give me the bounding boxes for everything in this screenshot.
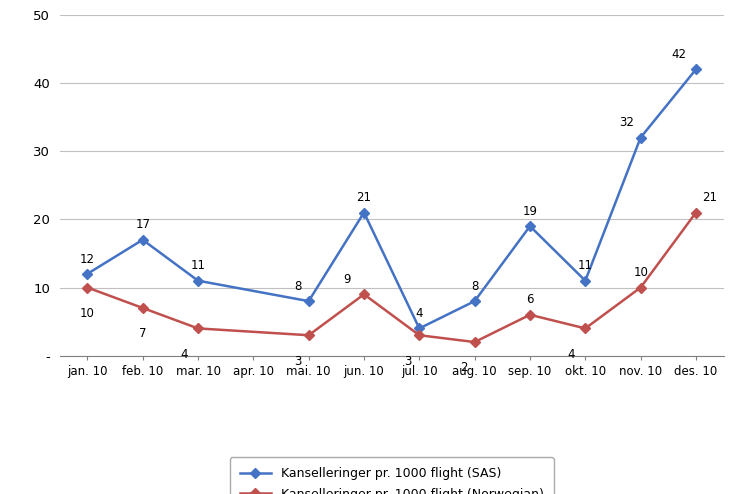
Kanselleringer pr. 1000 flight (Norwegian) bbox=[470, 339, 479, 345]
Text: 10: 10 bbox=[633, 266, 648, 279]
Legend: Kanselleringer pr. 1000 flight (SAS), Kanselleringer pr. 1000 flight (Norwegian): Kanselleringer pr. 1000 flight (SAS), Ka… bbox=[230, 457, 554, 494]
Text: 17: 17 bbox=[135, 218, 150, 232]
Kanselleringer pr. 1000 flight (SAS) bbox=[636, 134, 645, 140]
Text: 11: 11 bbox=[578, 259, 593, 272]
Kanselleringer pr. 1000 flight (Norwegian) bbox=[193, 326, 202, 331]
Kanselleringer pr. 1000 flight (Norwegian) bbox=[525, 312, 534, 318]
Text: 7: 7 bbox=[139, 328, 146, 340]
Kanselleringer pr. 1000 flight (Norwegian) bbox=[636, 285, 645, 290]
Text: 42: 42 bbox=[672, 48, 687, 61]
Text: 32: 32 bbox=[619, 116, 634, 129]
Kanselleringer pr. 1000 flight (Norwegian) bbox=[415, 332, 424, 338]
Text: 3: 3 bbox=[294, 355, 301, 368]
Kanselleringer pr. 1000 flight (SAS) bbox=[138, 237, 147, 243]
Kanselleringer pr. 1000 flight (SAS) bbox=[360, 209, 369, 215]
Text: 6: 6 bbox=[526, 293, 533, 306]
Text: 12: 12 bbox=[80, 252, 95, 266]
Text: 10: 10 bbox=[80, 307, 95, 320]
Text: 4: 4 bbox=[181, 348, 188, 361]
Text: 11: 11 bbox=[190, 259, 205, 272]
Kanselleringer pr. 1000 flight (SAS) bbox=[581, 278, 590, 284]
Kanselleringer pr. 1000 flight (SAS) bbox=[83, 271, 92, 277]
Kanselleringer pr. 1000 flight (SAS) bbox=[304, 298, 313, 304]
Text: 8: 8 bbox=[294, 280, 301, 293]
Kanselleringer pr. 1000 flight (SAS) bbox=[692, 66, 700, 72]
Text: 21: 21 bbox=[702, 191, 718, 204]
Kanselleringer pr. 1000 flight (Norwegian) bbox=[360, 291, 369, 297]
Text: 8: 8 bbox=[471, 280, 478, 293]
Kanselleringer pr. 1000 flight (Norwegian) bbox=[692, 209, 700, 215]
Text: 4: 4 bbox=[568, 348, 575, 361]
Text: 3: 3 bbox=[404, 355, 412, 368]
Text: 21: 21 bbox=[357, 191, 372, 204]
Kanselleringer pr. 1000 flight (Norwegian) bbox=[581, 326, 590, 331]
Text: 2: 2 bbox=[460, 362, 467, 374]
Line: Kanselleringer pr. 1000 flight (Norwegian): Kanselleringer pr. 1000 flight (Norwegia… bbox=[84, 209, 700, 345]
Kanselleringer pr. 1000 flight (SAS) bbox=[470, 298, 479, 304]
Text: 19: 19 bbox=[522, 205, 537, 218]
Line: Kanselleringer pr. 1000 flight (SAS): Kanselleringer pr. 1000 flight (SAS) bbox=[84, 66, 700, 332]
Kanselleringer pr. 1000 flight (SAS) bbox=[415, 326, 424, 331]
Kanselleringer pr. 1000 flight (Norwegian) bbox=[304, 332, 313, 338]
Text: 4: 4 bbox=[416, 307, 423, 320]
Text: 9: 9 bbox=[344, 273, 351, 286]
Kanselleringer pr. 1000 flight (Norwegian) bbox=[83, 285, 92, 290]
Kanselleringer pr. 1000 flight (SAS) bbox=[525, 223, 534, 229]
Kanselleringer pr. 1000 flight (SAS) bbox=[193, 278, 202, 284]
Kanselleringer pr. 1000 flight (Norwegian) bbox=[138, 305, 147, 311]
